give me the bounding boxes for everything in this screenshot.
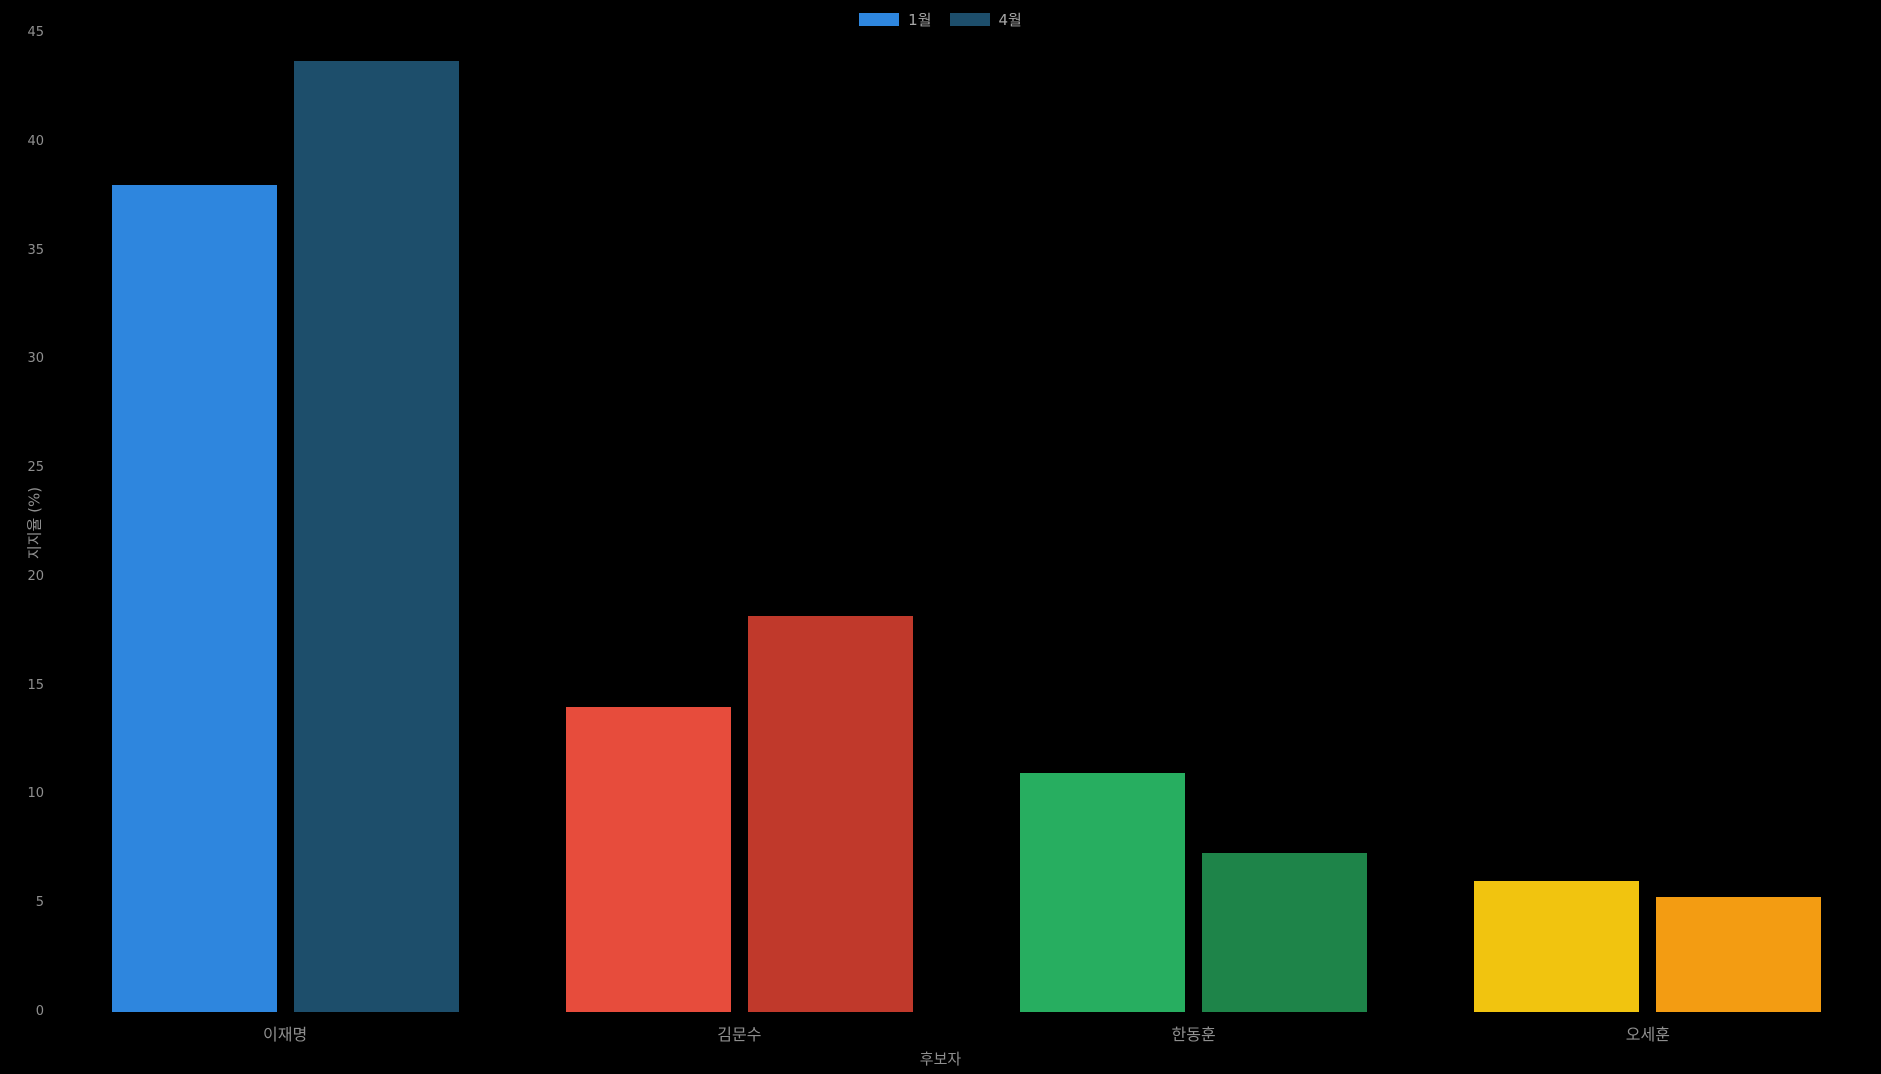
y-tick-label: 40 — [27, 133, 44, 149]
bar-group-김문수 — [512, 33, 966, 1012]
x-axis-tick-labels: 이재명 김문수 한동훈 오세훈 — [58, 1021, 1875, 1045]
bar-group-한동훈 — [967, 33, 1421, 1012]
legend-label-january: 1월 — [908, 11, 932, 29]
y-tick-label: 25 — [27, 460, 44, 476]
legend-item-april: 4월 — [949, 9, 1022, 30]
bar-groups — [58, 33, 1875, 1012]
bar-김문수-1월 — [565, 707, 731, 1012]
y-tick-label: 35 — [27, 242, 44, 258]
y-axis-tick-labels: 0 5 10 15 20 25 30 35 40 45 — [0, 25, 44, 1019]
bar-이재명-4월 — [293, 61, 459, 1012]
legend-swatch-january — [859, 13, 900, 26]
y-tick-label: 5 — [35, 895, 44, 911]
x-tick-label-김문수: 김문수 — [717, 1025, 762, 1044]
x-tick-label-이재명: 이재명 — [263, 1025, 308, 1044]
y-tick-label: 20 — [27, 568, 44, 584]
bar-오세훈-1월 — [1474, 881, 1640, 1012]
bar-한동훈-1월 — [1020, 772, 1186, 1012]
y-tick-label: 15 — [27, 677, 44, 693]
bar-group-오세훈 — [1421, 33, 1875, 1012]
y-tick-label: 0 — [35, 1004, 44, 1019]
legend-swatch-april — [949, 13, 990, 26]
bar-김문수-4월 — [747, 616, 913, 1012]
legend: 1월 4월 — [0, 9, 1881, 30]
plot-area — [58, 33, 1875, 1012]
bar-group-이재명 — [58, 33, 512, 1012]
y-axis-title: 지지율 (%) — [25, 486, 44, 560]
x-tick-label-오세훈: 오세훈 — [1625, 1025, 1670, 1044]
y-tick-label: 45 — [27, 25, 44, 40]
x-tick-label-한동훈: 한동훈 — [1171, 1025, 1216, 1044]
bar-이재명-1월 — [111, 185, 277, 1012]
bar-한동훈-4월 — [1202, 853, 1368, 1012]
legend-item-january: 1월 — [859, 9, 932, 30]
x-axis-title: 후보자 — [919, 1050, 962, 1068]
bar-오세훈-4월 — [1656, 896, 1822, 1012]
y-tick-label: 30 — [27, 351, 44, 367]
legend-label-april: 4월 — [998, 11, 1022, 29]
y-tick-label: 10 — [27, 786, 44, 802]
